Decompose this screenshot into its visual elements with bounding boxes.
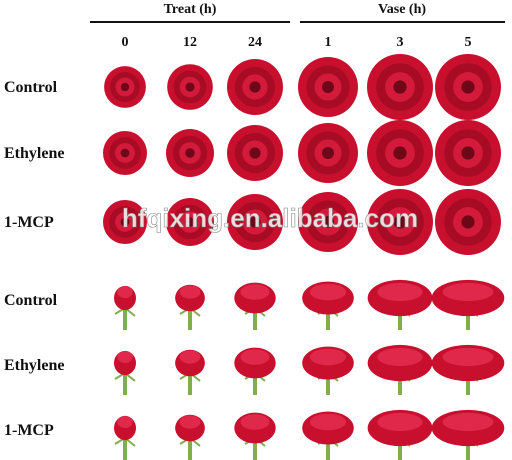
rose-center — [461, 80, 475, 94]
rose-center — [322, 216, 334, 228]
photos — [103, 54, 505, 460]
rose-petals — [179, 415, 201, 429]
rose-center — [249, 147, 261, 159]
rose-center — [185, 148, 195, 158]
rose-petals — [377, 347, 423, 367]
rose-petals — [309, 283, 347, 301]
rose-petals — [240, 414, 270, 430]
row-label: Ethylene — [4, 145, 64, 162]
rose-center — [461, 215, 475, 229]
rose-center — [120, 148, 130, 158]
row-label: 1-MCP — [4, 422, 54, 439]
rose-center — [461, 146, 475, 160]
rose-petals — [309, 413, 347, 431]
group-label: Treat (h) — [164, 2, 217, 17]
row-label: Ethylene — [4, 357, 64, 374]
rose-petals — [117, 285, 133, 299]
rose-petals — [442, 412, 494, 432]
column-label: 3 — [397, 35, 404, 50]
rose-center — [249, 81, 261, 93]
column-label: 24 — [248, 35, 262, 50]
row-label: Control — [4, 292, 58, 309]
rose-petals — [117, 350, 133, 364]
rose-center — [393, 146, 407, 160]
rose-petals — [309, 348, 347, 366]
rose-center — [322, 81, 334, 93]
group-label: Vase (h) — [378, 2, 426, 17]
rose-petals — [117, 415, 133, 429]
column-label: 0 — [122, 35, 129, 50]
column-label: 12 — [183, 35, 197, 50]
rose-center — [120, 217, 130, 227]
rose-petals — [179, 350, 201, 364]
row-label: 1-MCP — [4, 214, 54, 231]
rose-petals — [442, 282, 494, 302]
rose-petals — [240, 284, 270, 300]
column-label: 5 — [465, 35, 472, 50]
rose-petals — [240, 349, 270, 365]
column-label: 1 — [325, 35, 332, 50]
rose-petals — [179, 285, 201, 299]
row-label: Control — [4, 79, 58, 96]
rose-petals — [442, 347, 494, 367]
rose-center — [393, 80, 407, 94]
rose-center — [393, 215, 407, 229]
rose-center — [249, 216, 261, 228]
watermark: hfqixing.en.alibaba.com — [122, 203, 418, 233]
rose-center — [120, 82, 130, 92]
rose-center — [322, 147, 334, 159]
rose-petals — [377, 412, 423, 432]
rose-petals — [377, 282, 423, 302]
rose-center — [185, 217, 195, 227]
rose-center — [185, 82, 195, 92]
